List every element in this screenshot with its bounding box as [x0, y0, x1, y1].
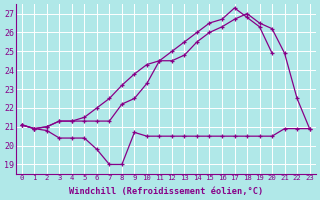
X-axis label: Windchill (Refroidissement éolien,°C): Windchill (Refroidissement éolien,°C)	[68, 187, 263, 196]
